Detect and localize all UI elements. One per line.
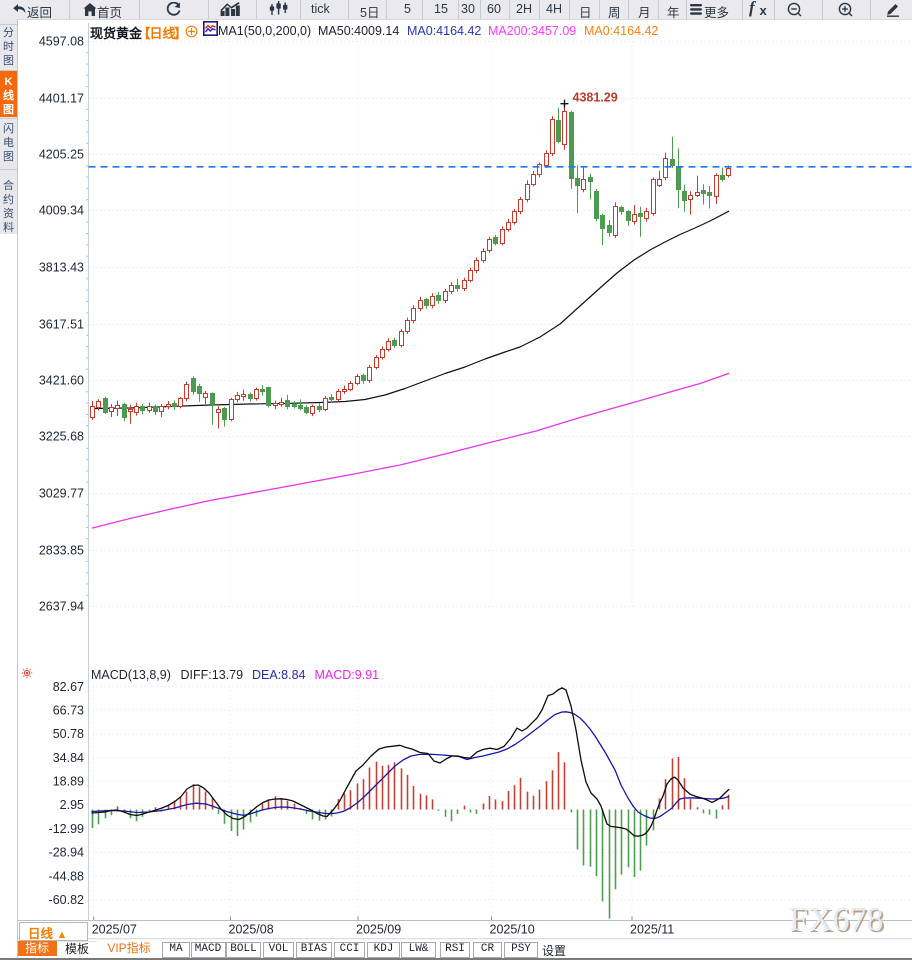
- svg-text:4401.17: 4401.17: [39, 92, 84, 106]
- svg-text:3225.68: 3225.68: [39, 430, 84, 444]
- svg-text:-60.82: -60.82: [49, 893, 84, 907]
- svg-text:2025/08: 2025/08: [229, 923, 274, 937]
- svg-text:2025/07: 2025/07: [92, 923, 137, 937]
- svg-text:2025/11: 2025/11: [630, 923, 674, 937]
- svg-text:2025/09: 2025/09: [356, 923, 401, 937]
- svg-text:34.84: 34.84: [53, 751, 84, 765]
- svg-text:4205.25: 4205.25: [39, 148, 84, 162]
- svg-text:50.78: 50.78: [53, 727, 84, 741]
- svg-text:4009.34: 4009.34: [39, 204, 84, 218]
- svg-text:3617.51: 3617.51: [39, 318, 84, 332]
- svg-text:3029.77: 3029.77: [39, 487, 84, 501]
- svg-text:2637.94: 2637.94: [39, 600, 84, 614]
- svg-text:2025/10: 2025/10: [490, 923, 535, 937]
- svg-text:-12.99: -12.99: [49, 822, 84, 836]
- svg-text:2.95: 2.95: [60, 798, 84, 812]
- svg-text:18.89: 18.89: [53, 775, 84, 789]
- svg-text:82.67: 82.67: [53, 680, 84, 694]
- svg-text:2833.85: 2833.85: [39, 544, 84, 558]
- svg-text:-28.94: -28.94: [49, 846, 84, 860]
- svg-text:3813.43: 3813.43: [39, 261, 84, 275]
- svg-text:3421.60: 3421.60: [39, 374, 84, 388]
- svg-text:4381.29: 4381.29: [573, 91, 618, 105]
- svg-text:66.73: 66.73: [53, 704, 84, 718]
- svg-text:-44.88: -44.88: [49, 869, 84, 883]
- svg-text:4597.08: 4597.08: [39, 35, 84, 49]
